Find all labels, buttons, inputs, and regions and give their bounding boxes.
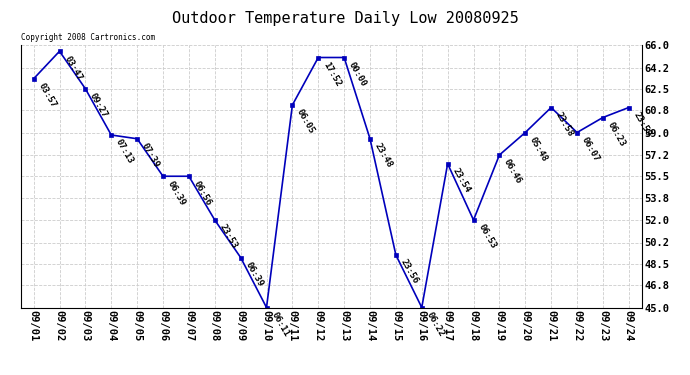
Text: 06:56: 06:56 <box>192 179 213 207</box>
Text: 03:47: 03:47 <box>62 54 83 82</box>
Text: 07:39: 07:39 <box>140 141 161 169</box>
Text: 06:07: 06:07 <box>580 135 601 163</box>
Text: 00:00: 00:00 <box>347 60 368 88</box>
Text: Outdoor Temperature Daily Low 20080925: Outdoor Temperature Daily Low 20080925 <box>172 11 518 26</box>
Text: 06:05: 06:05 <box>295 108 317 135</box>
Text: 06:46: 06:46 <box>502 158 524 186</box>
Text: 05:48: 05:48 <box>528 135 549 163</box>
Text: 17:52: 17:52 <box>321 60 342 88</box>
Text: Copyright 2008 Cartronics.com: Copyright 2008 Cartronics.com <box>21 33 155 42</box>
Text: 23:56: 23:56 <box>399 258 420 285</box>
Text: 06:53: 06:53 <box>476 223 497 251</box>
Text: 09:27: 09:27 <box>88 92 110 119</box>
Text: 23:58: 23:58 <box>554 110 575 138</box>
Text: 06:23: 06:23 <box>606 120 627 148</box>
Text: 06:11: 06:11 <box>269 310 290 338</box>
Text: 07:13: 07:13 <box>114 138 135 165</box>
Text: 23:59: 23:59 <box>631 110 653 138</box>
Text: 23:48: 23:48 <box>373 141 394 169</box>
Text: 03:57: 03:57 <box>37 81 58 109</box>
Text: 06:39: 06:39 <box>244 260 265 288</box>
Text: 06:39: 06:39 <box>166 179 187 207</box>
Text: 23:53: 23:53 <box>217 223 239 251</box>
Text: 06:22: 06:22 <box>424 310 446 338</box>
Text: 23:54: 23:54 <box>451 166 472 194</box>
